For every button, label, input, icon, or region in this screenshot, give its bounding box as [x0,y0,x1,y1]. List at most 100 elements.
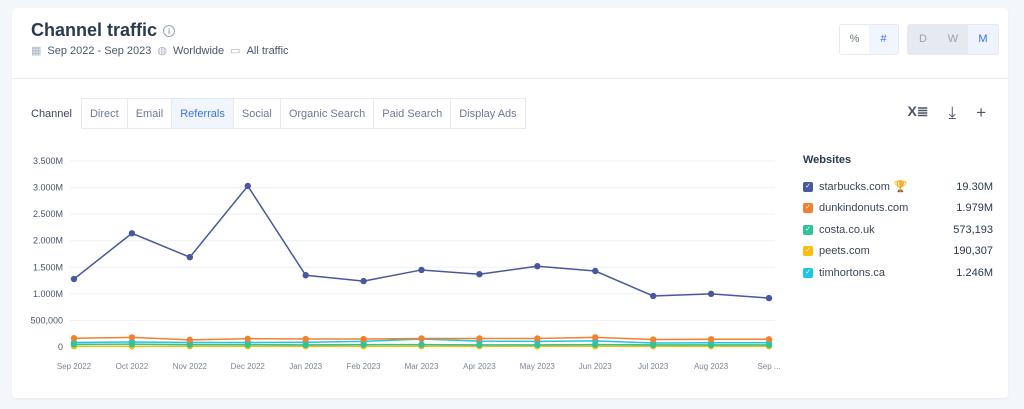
data-point [476,335,483,342]
data-point [128,230,136,237]
checkbox[interactable]: ✓ [803,181,813,192]
traffic-type: All traffic [246,44,289,57]
checkbox[interactable]: ✓ [803,224,813,235]
data-point [302,335,309,343]
checkbox[interactable]: ✓ [803,267,813,278]
legend-item[interactable]: ✓ timhortons.ca 1.246M [803,262,993,284]
data-point [534,263,541,270]
x-tick-label: Nov 2022 [173,362,208,371]
info-icon[interactable]: i [163,25,176,38]
page-title: Channel traffic i [31,20,176,41]
channel-label: Channel [31,107,72,120]
data-point [418,266,425,274]
data-point [302,341,309,349]
y-tick-label: 3.000M [33,183,63,193]
y-tick-label: 500,000 [30,315,63,325]
data-point [534,335,541,342]
meta-row: ▦ Sep 2022 - Sep 2023 ◍ Worldwide ▭ All tra… [31,44,289,58]
globe-icon: ◍ [157,45,167,57]
title-text: Channel traffic [31,20,158,40]
excel-icon[interactable]: X≣ [907,103,929,119]
x-tick-label: Sep 2022 [57,362,92,371]
data-point [186,341,194,348]
data-point [244,182,251,190]
chart-tools: X≣ ⤓ + [907,103,986,123]
download-icon[interactable]: ⤓ [948,103,957,122]
series-line-starbucks.com [73,184,770,299]
x-tick-label: Mar 2023 [405,362,439,371]
site-value: 1.979M [956,202,993,215]
granularity-toggle: D W M [907,24,999,55]
site-value: 573,193 [953,223,993,236]
data-point [186,253,194,261]
data-point [418,341,425,348]
site-name: dunkindonuts.com [819,202,909,215]
y-tick-label: 2.500M [33,209,63,219]
legend-item[interactable]: ✓ peets.com 190,307 [803,241,993,263]
data-point [302,272,309,279]
data-point [476,270,483,278]
x-tick-label: Apr 2023 [463,362,496,371]
date-range: Sep 2022 - Sep 2023 [47,44,152,57]
data-point [534,341,541,349]
data-point [707,336,715,343]
checkbox[interactable]: ✓ [803,246,813,257]
x-tick-label: Jul 2023 [638,362,669,371]
data-point [765,294,773,302]
data-point [476,341,483,349]
legend: Websites ✓ starbucks.com 🏆 19.30M ✓ dunkindon… [803,154,993,284]
y-tick-label: 1.000M [33,289,63,299]
x-tick-label: Aug 2023 [694,362,729,371]
checkbox[interactable]: ✓ [803,203,813,214]
x-tick-label: Sep ... [757,362,780,371]
data-point [360,341,367,348]
calendar-icon: ▦ [31,45,42,57]
site-value: 190,307 [953,245,993,258]
region: Worldwide [173,44,225,57]
data-point [649,336,657,343]
legend-item[interactable]: ✓ dunkindonuts.com 1.979M [803,198,993,220]
data-point [649,341,657,349]
data-point [360,277,367,285]
percent-button[interactable]: % [849,33,860,45]
data-point [186,336,194,344]
site-name: costa.co.uk [819,223,875,236]
data-point [592,334,599,341]
site-value: 19.30M [956,180,993,193]
week-button[interactable]: W [938,25,968,54]
day-button[interactable]: D [908,25,938,54]
x-tick-label: Dec 2022 [231,362,266,371]
y-tick-label: 2.000M [33,236,63,246]
data-point [128,340,136,348]
data-point [707,341,715,349]
data-point [765,336,773,343]
data-point [765,341,773,349]
data-point [360,335,367,343]
plus-icon[interactable]: + [976,103,986,122]
channel-traffic-card: Channel traffic i ▦ Sep 2022 - Sep 2023 ◍ W… [12,8,1008,398]
x-tick-label: Jun 2023 [579,362,612,371]
legend-item[interactable]: ✓ starbucks.com 🏆 19.30M [803,176,993,198]
month-button[interactable]: M [968,25,998,54]
y-tick-label: 1.500M [33,262,63,272]
x-tick-label: Oct 2022 [116,362,149,371]
data-point [707,290,715,298]
legend-item[interactable]: ✓ costa.co.uk 573,193 [803,219,993,241]
metric-toggle: % # [839,24,899,55]
x-tick-label: Jan 2023 [289,362,322,371]
data-point [244,341,251,348]
data-point [70,335,78,342]
y-tick-label: 0 [58,342,63,352]
data-point [649,292,657,300]
tab-display-ads[interactable]: Display Ads [450,98,526,129]
number-button[interactable]: # [869,25,898,54]
data-point [70,275,78,283]
x-tick-label: Feb 2023 [347,362,381,371]
site-name: starbucks.com [819,180,890,193]
site-name: timhortons.ca [819,266,886,279]
y-tick-label: 3.500M [33,156,63,166]
data-point [70,341,78,348]
devices-icon: ▭ [230,45,241,57]
tab-referrals[interactable]: Referrals [171,98,234,129]
